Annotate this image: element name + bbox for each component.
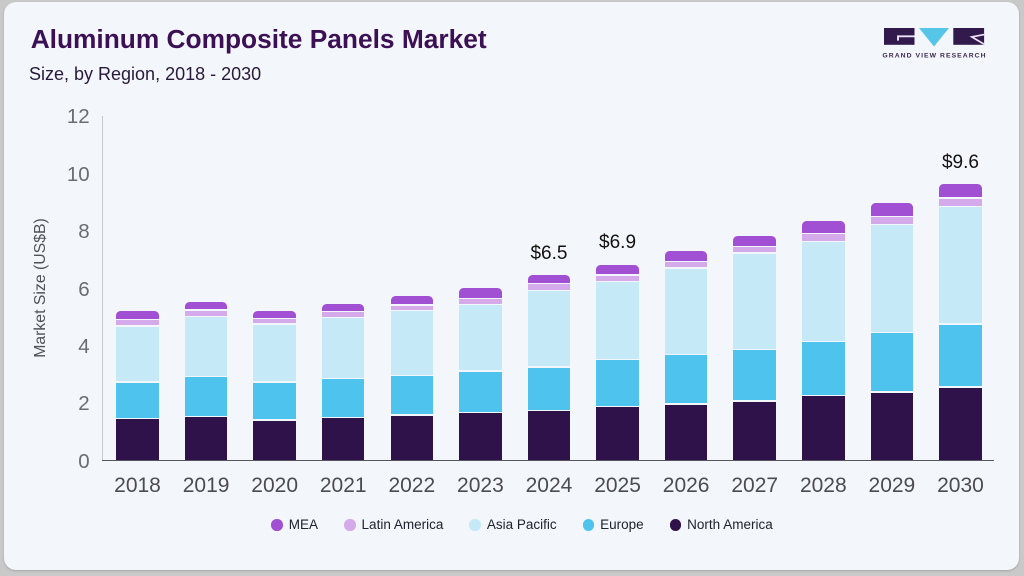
svg-text:GRAND VIEW RESEARCH: GRAND VIEW RESEARCH xyxy=(882,52,986,59)
